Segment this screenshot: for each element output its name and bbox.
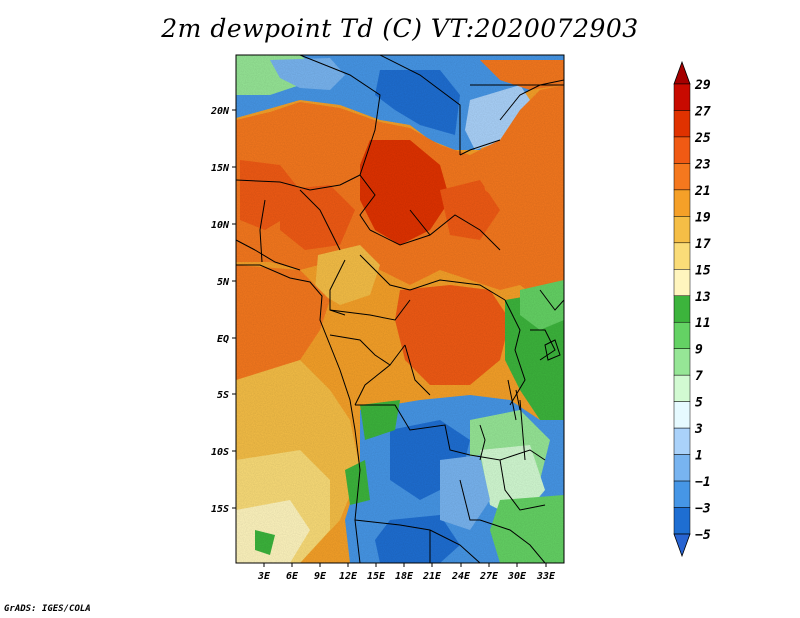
colorbar-bottom-arrow	[673, 533, 691, 558]
colorbar-top-arrow	[673, 60, 691, 85]
colorbar-label: 29	[694, 78, 711, 93]
colorbar-label: 7	[695, 369, 703, 384]
lon-label: 21E	[422, 571, 442, 582]
lon-label: 3E	[257, 571, 271, 582]
colorbar-swatch	[673, 321, 691, 349]
map-frame	[235, 54, 565, 564]
lon-label: 18E	[395, 571, 414, 582]
dewpoint-field	[236, 55, 564, 563]
lon-label: 15E	[367, 571, 386, 582]
colorbar-label: 19	[695, 210, 711, 225]
lat-label: 10N	[211, 220, 230, 231]
colorbar-label: −3	[695, 502, 711, 517]
colorbar-label: 17	[695, 237, 711, 252]
lat-label: 10S	[211, 447, 229, 458]
map-title: 2m dewpoint Td (C) VT:2020072903	[161, 14, 639, 43]
lon-label: 24E	[451, 571, 471, 582]
colorbar-label: 3	[694, 422, 703, 437]
lat-label: 5S	[217, 390, 229, 401]
colorbar-label: 1	[695, 449, 703, 464]
colorbar-swatch	[673, 480, 691, 508]
lat-label: 15S	[211, 504, 229, 515]
lat-axis	[232, 109, 236, 509]
colorbar-swatch	[673, 136, 691, 164]
colorbar-label: 9	[695, 343, 703, 358]
colorbar-label: 11	[695, 316, 711, 331]
colorbar-swatch	[673, 242, 691, 270]
colorbar-swatch	[673, 163, 691, 191]
lon-labels: 3E 6E 9E 12E 15E 18E 21E 24E 27E 30E 33E	[257, 571, 556, 582]
colorbar-label: 25	[694, 131, 711, 146]
lon-label: 33E	[536, 571, 556, 582]
colorbar-swatch	[673, 295, 691, 323]
colorbar-swatch	[673, 454, 691, 482]
colorbar-swatch	[673, 269, 691, 297]
colorbar-swatch	[673, 110, 691, 138]
lon-axis	[263, 563, 547, 567]
colorbar-label: −1	[695, 475, 711, 490]
colorbar-swatch	[673, 216, 691, 244]
colorbar-swatch	[673, 507, 691, 535]
colorbar-label: 27	[694, 104, 711, 119]
coastline	[236, 79, 564, 563]
colorbar-swatch	[673, 427, 691, 455]
lon-label: 12E	[339, 571, 358, 582]
colorbar-swatch	[673, 401, 691, 429]
lat-label: EQ	[217, 334, 229, 345]
lon-label: 30E	[507, 571, 527, 582]
colorbar-swatch	[673, 374, 691, 402]
colorbar-label: 15	[695, 263, 711, 278]
lon-label: 6E	[286, 571, 299, 582]
colorbar-swatch	[673, 83, 691, 111]
lat-label: 15N	[211, 163, 230, 174]
colorbar-label: 5	[695, 396, 703, 411]
colorbar-label: −5	[695, 528, 711, 543]
country-borders	[236, 55, 564, 563]
lat-label: 20N	[210, 106, 230, 117]
lon-label: 9E	[314, 571, 327, 582]
colorbar: 29 27 25 23 21 19 17 15 13 11 9 7 5 3 1 −1 −3 −5	[673, 60, 711, 558]
lat-labels: 20N 15N 10N 5N EQ 5S 10S 15S	[210, 106, 230, 515]
lat-label: 5N	[217, 277, 230, 288]
colorbar-swatch	[673, 189, 691, 217]
grads-credit: GrADS: IGES/COLA	[4, 604, 91, 614]
colorbar-label: 21	[694, 184, 711, 199]
colorbar-label: 13	[695, 290, 711, 305]
colorbar-label: 23	[694, 157, 711, 172]
lon-label: 27E	[479, 571, 499, 582]
colorbar-swatch	[673, 348, 691, 376]
